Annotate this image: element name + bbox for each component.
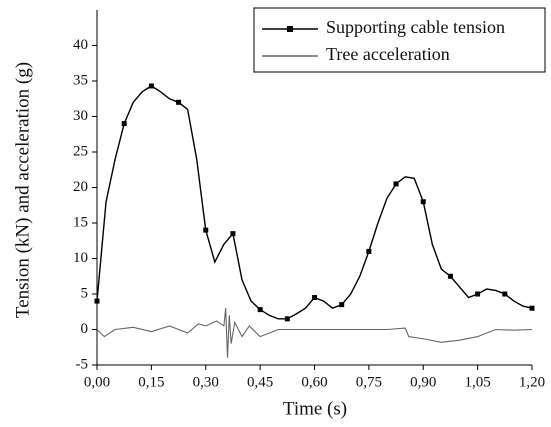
legend-text: Tree acceleration [326,44,450,64]
y-tick-label: 35 [73,72,88,88]
marker [339,302,345,308]
y-tick-label: 40 [73,37,88,53]
marker [447,273,453,279]
x-tick-label: 1,05 [465,374,491,390]
x-tick-label: 0,60 [301,374,327,390]
marker [203,227,209,233]
legend-marker [287,26,293,32]
legend-text: Supporting cable tension [326,17,505,37]
marker [176,99,182,105]
y-tick-label: 0 [81,321,89,337]
marker [230,231,236,237]
marker [502,291,508,297]
x-tick-label: 0,15 [138,374,164,390]
y-tick-label: 30 [73,108,88,124]
marker [366,248,372,254]
marker [475,291,481,297]
x-tick-label: 0,75 [356,374,382,390]
x-tick-label: 0,30 [193,374,219,390]
x-tick-label: 0,00 [84,374,110,390]
y-tick-label: 15 [73,214,88,230]
series-line [96,308,533,358]
marker [284,316,290,322]
y-tick-label: 20 [73,179,88,195]
y-tick-label: 10 [73,250,88,266]
y-tick-label: 25 [73,143,88,159]
marker [420,199,426,205]
marker [94,298,100,304]
series-line [96,85,533,320]
y-tick-label: 5 [81,285,89,301]
marker [393,181,399,187]
marker [148,83,154,89]
y-axis-title: Tension (kN) and acceleration (g) [12,62,33,318]
marker [257,307,263,313]
marker [529,305,535,311]
marker [121,121,127,127]
x-axis-title: Time (s) [283,398,347,419]
x-tick-label: 0,90 [410,374,436,390]
legend-box [253,7,546,73]
y-tick-label: -5 [76,356,89,372]
marker [312,295,317,301]
x-tick-label: 0,45 [247,374,273,390]
x-tick-label: 1,20 [519,374,545,390]
